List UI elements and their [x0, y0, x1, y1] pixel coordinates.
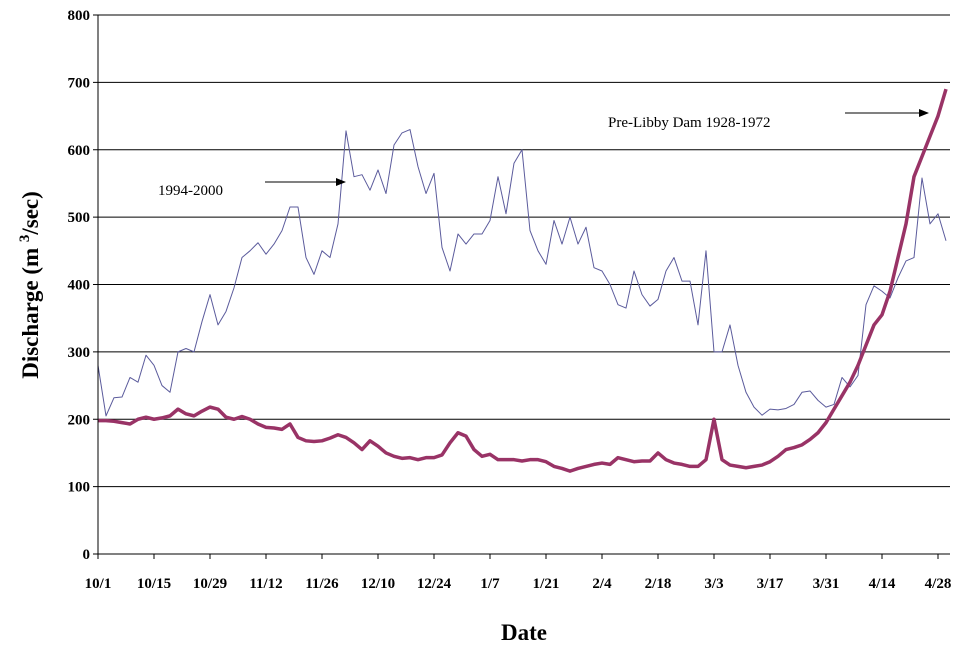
x-tick-label: 2/4: [592, 576, 612, 592]
annotation: Pre-Libby Dam 1928-1972: [608, 115, 770, 131]
y-axis-label: Discharge (m 3/sec): [17, 191, 43, 379]
x-tick-label: 11/26: [305, 576, 339, 592]
x-tick-label: 3/3: [704, 576, 723, 592]
y-tick-label: 0: [83, 547, 91, 563]
y-tick-label: 700: [68, 75, 91, 91]
y-tick-label: 100: [68, 480, 91, 496]
x-tick-label: 4/28: [925, 576, 952, 592]
x-tick-label: 10/29: [193, 576, 227, 592]
y-tick-label: 600: [68, 143, 91, 159]
series-line: [98, 88, 948, 473]
x-tick-label: 12/10: [361, 576, 395, 592]
y-axis-label-text: /sec): [18, 191, 43, 235]
y-tick-label: 800: [68, 8, 91, 24]
x-axis-label: Date: [501, 620, 547, 645]
y-tick-label: 400: [68, 278, 91, 294]
x-tick-label: 10/15: [137, 576, 171, 592]
y-tick-label: 500: [68, 210, 91, 226]
x-tick-label: 10/1: [85, 576, 112, 592]
y-axis-label-sup: 3: [17, 235, 33, 243]
y-tick-label: 200: [68, 412, 91, 428]
x-tick-label: 4/14: [869, 576, 896, 592]
y-tick-label: 300: [68, 345, 91, 361]
x-tick-label: 1/21: [533, 576, 560, 592]
annotation: 1994-2000: [158, 183, 223, 199]
x-tick-label: 3/17: [757, 576, 784, 592]
x-tick-label: 1/7: [480, 576, 500, 592]
series-line: [97, 129, 947, 417]
x-tick-label: 2/18: [645, 576, 672, 592]
x-tick-label: 11/12: [249, 576, 282, 592]
y-axis-label-text: Discharge (m: [18, 242, 43, 379]
x-tick-label: 12/24: [417, 576, 452, 592]
x-tick-label: 3/31: [813, 576, 840, 592]
